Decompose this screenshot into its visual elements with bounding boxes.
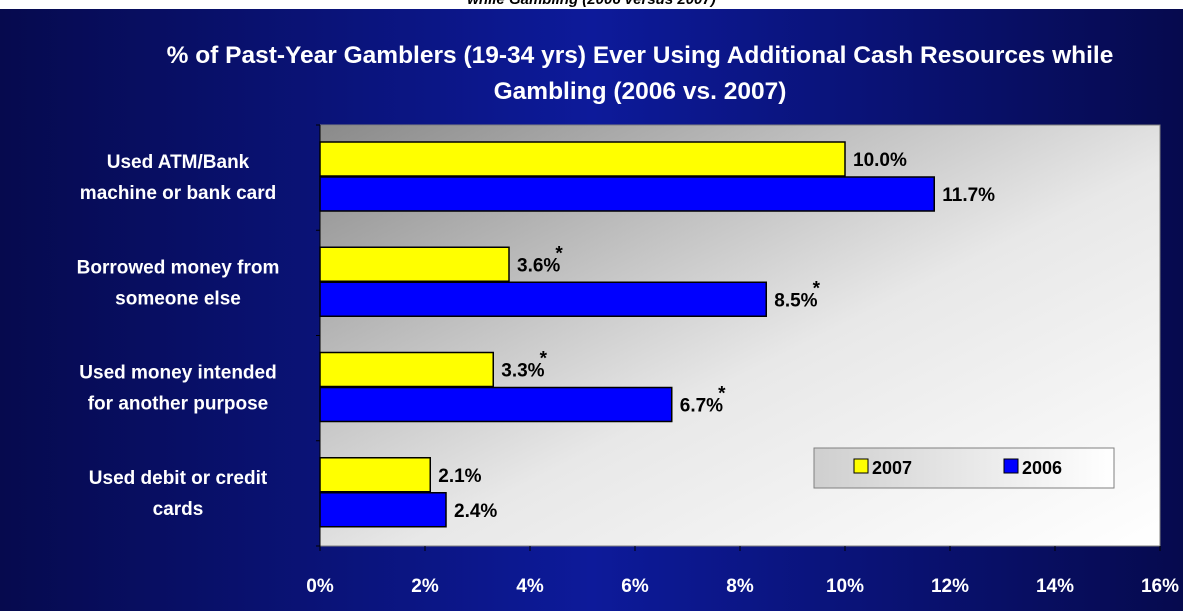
category-label: Used money intended	[79, 363, 276, 384]
category-label: machine or bank card	[80, 183, 276, 204]
x-tick-label: 14%	[1036, 576, 1074, 597]
bar-2006	[319, 176, 935, 212]
significance-marker: *	[555, 243, 563, 264]
legend-swatch-2007	[853, 458, 869, 474]
bar-2006	[319, 386, 673, 423]
data-label: 11.7%	[942, 185, 995, 206]
bar-2007	[319, 246, 510, 282]
data-label: 6.7%	[680, 396, 723, 417]
data-label: 2.1%	[438, 466, 481, 487]
category-label: someone else	[115, 288, 241, 309]
data-label: 10.0%	[853, 150, 907, 171]
data-label: 3.3%	[501, 361, 544, 382]
significance-marker: *	[718, 384, 726, 405]
x-tick-label: 12%	[931, 576, 969, 597]
legend-label: 2006	[1022, 458, 1062, 478]
bar-2007	[319, 141, 846, 177]
legend: 2007 2006	[813, 447, 1115, 489]
data-label: 3.6%	[517, 255, 560, 276]
category-label: for another purpose	[88, 394, 269, 415]
chart-title: % of Past-Year Gamblers (19-34 yrs) Ever…	[166, 42, 1114, 105]
category-label: cards	[153, 499, 204, 520]
x-tick-label: 0%	[306, 576, 334, 597]
significance-marker: *	[540, 349, 548, 370]
data-label: 2.4%	[454, 501, 497, 522]
x-tick-label: 2%	[411, 576, 439, 597]
x-tick-label: 8%	[726, 576, 754, 597]
x-tick-label: 16%	[1141, 576, 1179, 597]
top-caption: while Gambling (2006 versus 2007)	[0, 0, 1183, 8]
category-label: Used ATM/Bank	[107, 152, 250, 173]
category-label: Used debit or credit	[89, 468, 268, 489]
data-label: 8.5%	[774, 290, 817, 311]
significance-marker: *	[813, 278, 821, 299]
bar-2007	[319, 351, 494, 388]
bar-2006	[319, 281, 767, 317]
x-tick-label: 4%	[516, 576, 544, 597]
bar-2007	[319, 457, 431, 493]
bar-2006	[319, 492, 447, 528]
x-tick-label: 6%	[621, 576, 649, 597]
category-label: Borrowed money from	[77, 257, 280, 278]
legend-swatch-2006	[1003, 458, 1019, 474]
x-tick-label: 10%	[826, 576, 864, 597]
legend-label: 2007	[872, 458, 912, 478]
